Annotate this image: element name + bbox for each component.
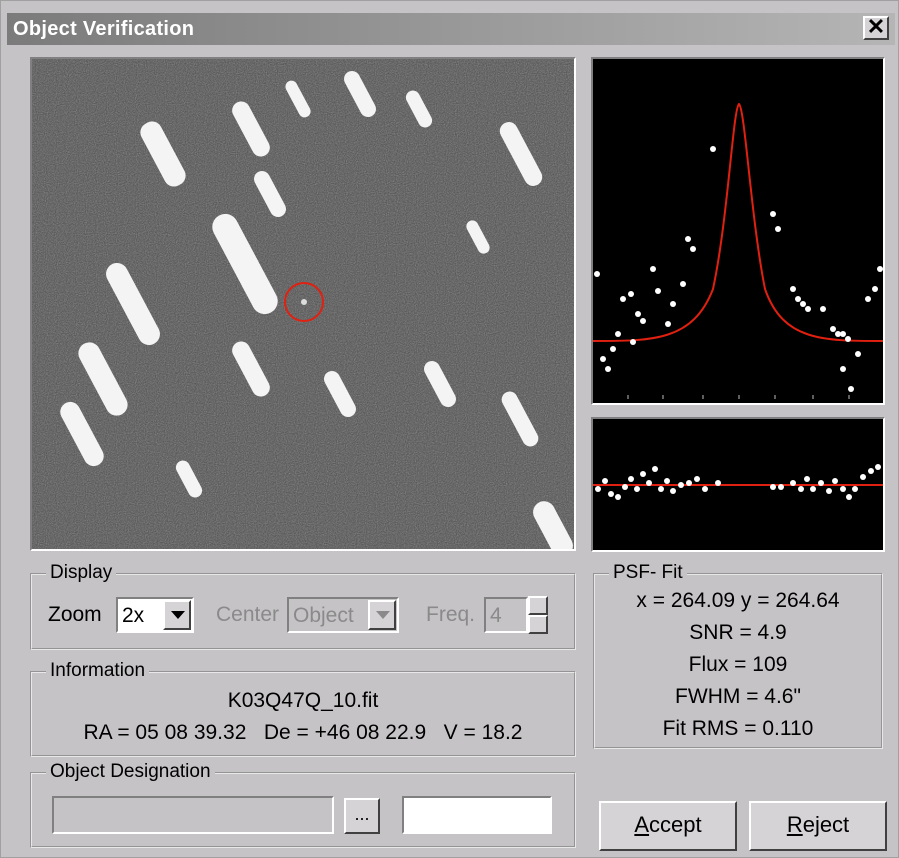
object-designation-group: Object Designation ... xyxy=(30,761,576,848)
center-value: Object xyxy=(293,604,354,627)
reject-hotkey: R xyxy=(786,812,803,837)
browse-button[interactable]: ... xyxy=(344,798,380,834)
psf-profile-svg xyxy=(593,102,883,399)
psf-fit-group: PSF- Fit x = 264.09 y = 264.64 SNR = 4.9… xyxy=(593,562,883,749)
psf-fit-rms-text: Fit RMS = 0.110 xyxy=(662,717,814,740)
coordinates-text: RA = 05 08 39.32 De = +46 08 22.9 V = 18… xyxy=(83,721,523,744)
close-icon[interactable]: ✕ xyxy=(863,16,889,40)
psf-flux-text: Flux = 109 xyxy=(688,653,788,676)
zoom-label: Zoom xyxy=(48,603,102,626)
star-field-image[interactable] xyxy=(30,57,576,551)
star-field-svg xyxy=(32,59,574,549)
title-bar: Object Verification ✕ xyxy=(7,13,895,45)
accept-hotkey: A xyxy=(634,812,650,837)
center-select[interactable]: Object xyxy=(287,597,399,633)
spin-up-icon[interactable] xyxy=(528,596,548,615)
display-group: Display Zoom 2x Center Object Freq. 4 xyxy=(30,562,576,650)
freq-value: 4 xyxy=(490,604,502,627)
psf-xy-text: x = 264.09 y = 264.64 xyxy=(636,589,840,612)
information-group: Information K03Q47Q_10.fit RA = 05 08 39… xyxy=(30,660,576,757)
designation-extra-input[interactable] xyxy=(402,796,552,834)
reject-label: eject xyxy=(802,812,850,837)
target-circle xyxy=(284,282,324,322)
display-legend: Display xyxy=(46,562,117,584)
zoom-select[interactable]: 2x xyxy=(116,597,194,633)
designation-legend: Object Designation xyxy=(46,761,215,783)
freq-input[interactable]: 4 xyxy=(484,597,528,633)
accept-button[interactable]: Accept xyxy=(599,801,737,851)
accept-label: ccept xyxy=(649,812,702,837)
designation-input[interactable] xyxy=(52,796,334,834)
chevron-down-icon[interactable] xyxy=(368,600,396,630)
window-title: Object Verification xyxy=(13,18,195,40)
center-label: Center xyxy=(216,603,280,626)
zoom-value: 2x xyxy=(122,604,145,627)
freq-spinner[interactable] xyxy=(528,596,548,634)
psf-residual-plot xyxy=(591,417,885,552)
spin-down-icon[interactable] xyxy=(528,615,548,634)
psf-profile-plot xyxy=(591,57,885,405)
chevron-down-icon[interactable] xyxy=(163,600,191,630)
reject-button[interactable]: Reject xyxy=(749,801,887,851)
filename-text: K03Q47Q_10.fit xyxy=(227,689,379,712)
psf-residual-svg xyxy=(593,464,883,500)
psf-snr-text: SNR = 4.9 xyxy=(689,621,787,644)
psf-legend: PSF- Fit xyxy=(609,562,687,584)
psf-fwhm-text: FWHM = 4.6" xyxy=(675,685,801,708)
information-legend: Information xyxy=(46,660,150,682)
freq-label: Freq. xyxy=(426,603,476,626)
